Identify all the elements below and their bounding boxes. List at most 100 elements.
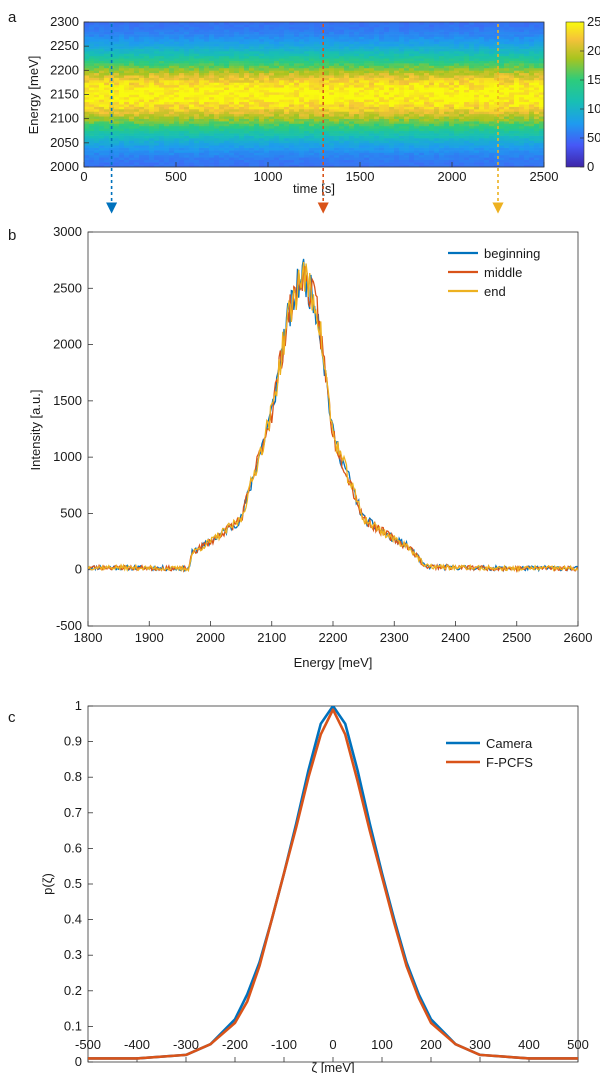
heatmap-cell bbox=[129, 162, 135, 165]
heatmap-cell bbox=[179, 113, 185, 117]
heatmap-cell bbox=[249, 55, 255, 59]
heatmap-cell bbox=[139, 87, 145, 90]
heatmap-cell bbox=[129, 109, 135, 112]
heatmap-cell bbox=[239, 75, 245, 78]
heatmap-cell bbox=[279, 58, 285, 61]
heatmap-cell bbox=[394, 89, 400, 93]
heatmap-cell bbox=[374, 104, 380, 107]
heatmap-cell bbox=[264, 152, 270, 156]
heatmap-cell bbox=[499, 138, 505, 141]
heatmap-cell bbox=[139, 116, 145, 119]
heatmap-cell bbox=[99, 67, 105, 71]
heatmap-cell bbox=[379, 82, 385, 86]
heatmap-cell bbox=[114, 72, 120, 76]
heatmap-cell bbox=[264, 104, 270, 107]
heatmap-cell bbox=[369, 147, 375, 151]
heatmap-cell bbox=[164, 31, 170, 35]
heatmap-cell bbox=[139, 109, 145, 112]
heatmap-cell bbox=[389, 140, 395, 144]
heatmap-cell bbox=[279, 152, 285, 156]
heatmap-cell bbox=[289, 116, 295, 119]
heatmap-cell bbox=[229, 140, 235, 144]
heatmap-cell bbox=[204, 142, 210, 146]
heatmap-cell bbox=[284, 58, 290, 61]
heatmap-cell bbox=[299, 96, 305, 100]
heatmap-cell bbox=[329, 157, 335, 161]
heatmap-cell bbox=[474, 130, 480, 134]
heatmap-cell bbox=[394, 104, 400, 107]
heatmap-cell bbox=[174, 38, 180, 42]
heatmap-cell bbox=[344, 113, 350, 117]
heatmap-cell bbox=[474, 133, 480, 136]
heatmap-cell bbox=[349, 46, 355, 49]
heatmap-cell bbox=[94, 84, 100, 88]
heatmap-cell bbox=[189, 150, 195, 153]
heatmap-cell bbox=[489, 164, 495, 168]
heatmap-cell bbox=[119, 34, 125, 37]
heatmap-cell bbox=[434, 116, 440, 119]
heatmap-cell bbox=[464, 154, 470, 158]
heatmap-cell bbox=[329, 38, 335, 42]
heatmap-cell bbox=[189, 106, 195, 110]
heatmap-cell bbox=[174, 164, 180, 168]
heatmap-cell bbox=[384, 118, 390, 122]
heatmap-cell bbox=[354, 162, 360, 165]
heatmap-cell bbox=[349, 38, 355, 42]
heatmap-cell bbox=[234, 101, 240, 105]
heatmap-cell bbox=[359, 99, 365, 103]
heatmap-cell bbox=[254, 46, 260, 49]
heatmap-cell bbox=[144, 82, 150, 86]
heatmap-cell bbox=[274, 147, 280, 151]
heatmap-cell bbox=[429, 67, 435, 71]
heatmap-cell bbox=[304, 43, 310, 47]
heatmap-cell bbox=[479, 26, 485, 30]
heatmap-cell bbox=[439, 51, 445, 54]
heatmap-cell bbox=[319, 63, 325, 66]
heatmap-cell bbox=[204, 135, 210, 139]
heatmap-cell bbox=[254, 29, 260, 32]
heatmap-cell bbox=[104, 58, 110, 61]
heatmap-cell bbox=[434, 138, 440, 141]
heatmap-cell bbox=[229, 43, 235, 47]
heatmap-cell bbox=[139, 157, 145, 161]
heatmap-cell bbox=[459, 48, 465, 52]
heatmap-cell bbox=[334, 80, 340, 83]
heatmap-cell bbox=[264, 77, 270, 81]
heatmap-cell bbox=[379, 147, 385, 151]
heatmap-cell bbox=[294, 128, 300, 132]
heatmap-cell bbox=[474, 80, 480, 83]
heatmap-cell bbox=[254, 84, 260, 88]
heatmap-cell bbox=[454, 106, 460, 110]
heatmap-cell bbox=[94, 72, 100, 76]
heatmap-cell bbox=[489, 38, 495, 42]
heatmap-cell bbox=[339, 67, 345, 71]
heatmap-cell bbox=[104, 38, 110, 42]
heatmap-cell bbox=[344, 116, 350, 119]
heatmap-cell bbox=[174, 159, 180, 163]
heatmap-cell bbox=[254, 116, 260, 119]
heatmap-cell bbox=[334, 164, 340, 168]
heatmap-cell bbox=[489, 121, 495, 124]
heatmap-cell bbox=[164, 65, 170, 69]
heatmap-cell bbox=[384, 109, 390, 112]
heatmap-cell bbox=[339, 164, 345, 168]
heatmap-cell bbox=[469, 75, 475, 78]
heatmap-cell bbox=[159, 38, 165, 42]
heatmap-cell bbox=[224, 89, 230, 93]
heatmap-cell bbox=[384, 145, 390, 148]
heatmap-cell bbox=[139, 22, 145, 25]
heatmap-cell bbox=[364, 140, 370, 144]
heatmap-cell bbox=[139, 67, 145, 71]
heatmap-cell bbox=[334, 145, 340, 148]
heatmap-cell bbox=[389, 142, 395, 146]
heatmap-cell bbox=[234, 133, 240, 136]
heatmap-cell bbox=[159, 80, 165, 83]
heatmap-cell bbox=[154, 106, 160, 110]
heatmap-cell bbox=[124, 80, 130, 83]
heatmap-cell bbox=[114, 133, 120, 136]
heatmap-cell bbox=[299, 36, 305, 40]
heatmap-cell bbox=[469, 67, 475, 71]
heatmap-cell bbox=[234, 70, 240, 74]
heatmap-cell bbox=[494, 125, 500, 129]
heatmap-cell bbox=[279, 125, 285, 129]
